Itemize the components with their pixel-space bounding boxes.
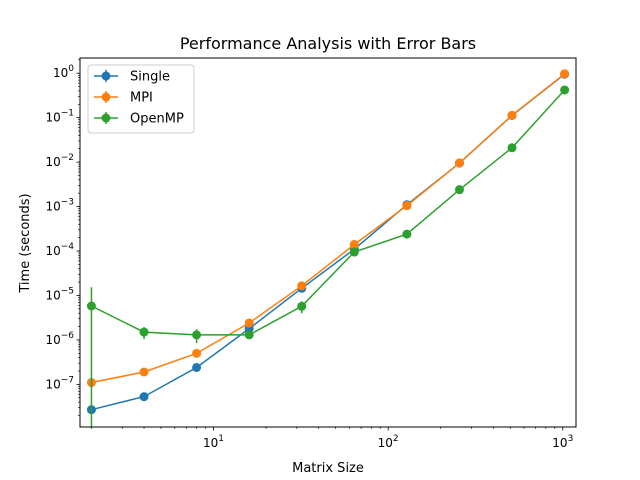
plot-area [86, 69, 570, 427]
y-tick-label-base: 10 [45, 288, 60, 302]
y-tick-label: 10−7 [45, 375, 74, 391]
axes-frame [79, 57, 577, 428]
y-tick-label-base: 10 [45, 155, 60, 169]
data-point [454, 158, 464, 168]
series-openmp [86, 85, 570, 427]
y-tick-label: 10−2 [45, 153, 74, 169]
series-line [91, 73, 566, 384]
x-tick-label-exponent: 3 [568, 434, 574, 444]
data-point [192, 330, 202, 340]
y-tick-label-exponent: −7 [61, 375, 74, 385]
x-tick-label-base: 10 [552, 436, 567, 450]
data-point [297, 301, 307, 311]
y-tick-label-exponent: 0 [68, 64, 74, 74]
data-point [139, 327, 149, 337]
data-point [139, 367, 149, 377]
y-tick-label-exponent: −2 [61, 153, 74, 163]
data-point [349, 247, 359, 257]
legend-item-single: Single [94, 70, 170, 85]
x-axis-label: Matrix Size [292, 461, 364, 476]
x-axis-ticks: 101 102 103 [91, 427, 573, 450]
data-point [507, 143, 517, 153]
x-tick-label: 102 [378, 434, 399, 450]
x-tick-label-base: 10 [203, 436, 218, 450]
legend-label: OpenMP [130, 112, 184, 127]
data-point [192, 348, 202, 358]
data-point [560, 69, 570, 79]
chart-title: Performance Analysis with Error Bars [180, 34, 476, 53]
data-point [192, 362, 202, 372]
x-tick-label: 101 [203, 434, 224, 450]
y-tick-label: 10−1 [45, 109, 74, 125]
data-point [507, 110, 517, 120]
y-tick-label: 10−6 [45, 331, 74, 347]
data-point [402, 229, 412, 239]
y-tick-label-base: 10 [45, 200, 60, 214]
data-point [349, 240, 359, 250]
data-point [86, 301, 96, 311]
data-point [297, 281, 307, 291]
x-tick-label: 103 [552, 434, 573, 450]
y-tick-label-exponent: −4 [61, 242, 75, 252]
legend-marker [101, 92, 111, 102]
legend-marker [101, 71, 111, 81]
y-tick-label-exponent: −1 [61, 109, 74, 119]
data-point [560, 85, 570, 95]
y-tick-label-exponent: −6 [61, 331, 75, 341]
y-tick-label-base: 10 [45, 111, 60, 125]
y-tick-label: 100 [53, 64, 74, 80]
y-tick-label-base: 10 [45, 377, 60, 391]
y-tick-label: 10−5 [45, 286, 74, 302]
legend-label: MPI [130, 91, 153, 106]
data-point [139, 392, 149, 402]
legend-label: Single [130, 70, 170, 85]
legend: Single MPI OpenMP [87, 64, 195, 134]
x-tick-label-exponent: 2 [393, 434, 399, 444]
y-tick-label-exponent: −3 [61, 198, 74, 208]
data-point [244, 330, 254, 340]
y-tick-label: 10−4 [45, 242, 74, 258]
y-tick-label: 10−3 [45, 198, 74, 214]
y-tick-label-base: 10 [53, 66, 68, 80]
x-tick-label-base: 10 [378, 436, 393, 450]
y-tick-label-base: 10 [45, 333, 60, 347]
legend-item-openmp: OpenMP [94, 112, 184, 127]
legend-box [87, 64, 195, 134]
y-tick-label-exponent: −5 [61, 286, 74, 296]
data-point [244, 318, 254, 328]
legend-item-mpi: MPI [94, 91, 153, 106]
legend-marker [101, 113, 111, 123]
data-point [454, 185, 464, 195]
data-point [402, 201, 412, 211]
y-axis-label: Time (seconds) [18, 193, 33, 293]
y-tick-label-base: 10 [45, 244, 60, 258]
series-line [91, 89, 566, 336]
x-tick-label-exponent: 1 [218, 434, 224, 444]
